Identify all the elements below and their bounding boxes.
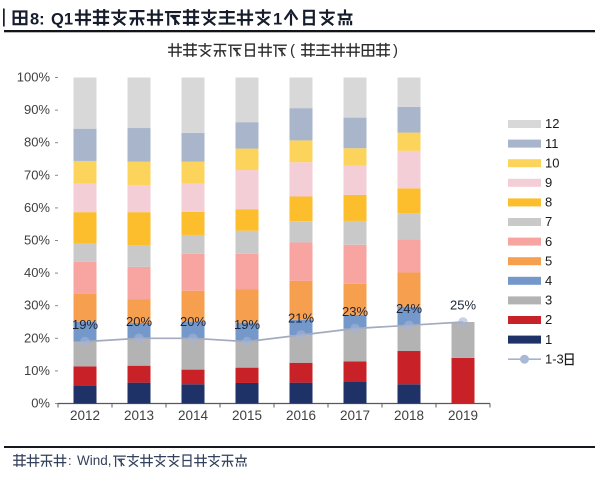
svg-text:10: 10	[545, 155, 559, 170]
svg-text:11: 11	[545, 136, 559, 151]
svg-text:19%: 19%	[72, 317, 98, 332]
svg-text:Wind,: Wind,	[77, 453, 112, 468]
svg-text:7: 7	[545, 214, 552, 229]
svg-text:80%: 80%	[24, 135, 50, 150]
svg-text:3: 3	[545, 293, 552, 308]
svg-text:1: 1	[545, 332, 552, 347]
svg-text:50%: 50%	[24, 233, 50, 248]
svg-text:10%: 10%	[24, 363, 50, 378]
svg-text:30%: 30%	[24, 298, 50, 313]
svg-text:5: 5	[545, 253, 552, 268]
svg-text:25%: 25%	[450, 298, 476, 313]
svg-text:6: 6	[545, 234, 552, 249]
svg-text:23%: 23%	[342, 304, 368, 319]
svg-text:60%: 60%	[24, 200, 50, 215]
svg-text:100%: 100%	[17, 70, 51, 85]
svg-text:): )	[393, 42, 398, 59]
svg-text:19%: 19%	[234, 317, 260, 332]
svg-text:9: 9	[545, 175, 552, 190]
svg-text:40%: 40%	[24, 265, 50, 280]
svg-text:0%: 0%	[31, 396, 50, 411]
svg-text:2: 2	[545, 312, 552, 327]
svg-text:20%: 20%	[126, 314, 152, 329]
svg-text:2015: 2015	[232, 408, 262, 423]
svg-text:Q1: Q1	[51, 11, 73, 29]
svg-text:1-3: 1-3	[545, 351, 564, 366]
svg-text:4: 4	[545, 273, 552, 288]
svg-text:21%: 21%	[288, 311, 314, 326]
svg-text:8:: 8:	[30, 11, 45, 29]
svg-text:2014: 2014	[178, 408, 209, 423]
svg-text:70%: 70%	[24, 167, 50, 182]
svg-text:90%: 90%	[24, 102, 50, 117]
svg-text:20%: 20%	[24, 330, 50, 345]
svg-text:12: 12	[545, 116, 559, 131]
svg-text:8: 8	[545, 195, 552, 210]
svg-text:24%: 24%	[396, 301, 422, 316]
svg-text:2012: 2012	[70, 408, 100, 423]
svg-text:1: 1	[273, 11, 282, 29]
svg-text:(: (	[290, 42, 295, 59]
svg-text:2017: 2017	[340, 408, 370, 423]
svg-text:2016: 2016	[286, 408, 316, 423]
svg-text:2019: 2019	[448, 408, 478, 423]
svg-text:2018: 2018	[394, 408, 424, 423]
svg-text:20%: 20%	[180, 314, 206, 329]
svg-text::: :	[68, 453, 72, 468]
svg-text:2013: 2013	[124, 408, 154, 423]
